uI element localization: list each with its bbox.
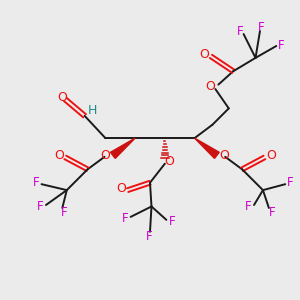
Text: F: F bbox=[61, 206, 67, 219]
Text: F: F bbox=[287, 176, 294, 189]
Text: O: O bbox=[54, 148, 64, 162]
Text: F: F bbox=[146, 230, 153, 243]
Text: F: F bbox=[33, 176, 40, 189]
Text: O: O bbox=[116, 182, 126, 195]
Text: H: H bbox=[88, 104, 98, 117]
Text: O: O bbox=[164, 155, 174, 168]
Polygon shape bbox=[195, 138, 219, 158]
Text: F: F bbox=[258, 21, 265, 34]
Text: F: F bbox=[122, 212, 129, 225]
Text: O: O bbox=[219, 149, 229, 162]
Text: F: F bbox=[245, 200, 252, 213]
Text: F: F bbox=[168, 215, 175, 228]
Text: F: F bbox=[37, 200, 44, 213]
Text: F: F bbox=[278, 40, 285, 52]
Text: F: F bbox=[237, 25, 244, 38]
Text: O: O bbox=[57, 91, 67, 103]
Text: O: O bbox=[266, 148, 276, 162]
Polygon shape bbox=[110, 138, 135, 158]
Text: O: O bbox=[205, 80, 215, 93]
Text: O: O bbox=[200, 48, 209, 62]
Text: F: F bbox=[269, 206, 276, 219]
Text: O: O bbox=[100, 149, 110, 162]
